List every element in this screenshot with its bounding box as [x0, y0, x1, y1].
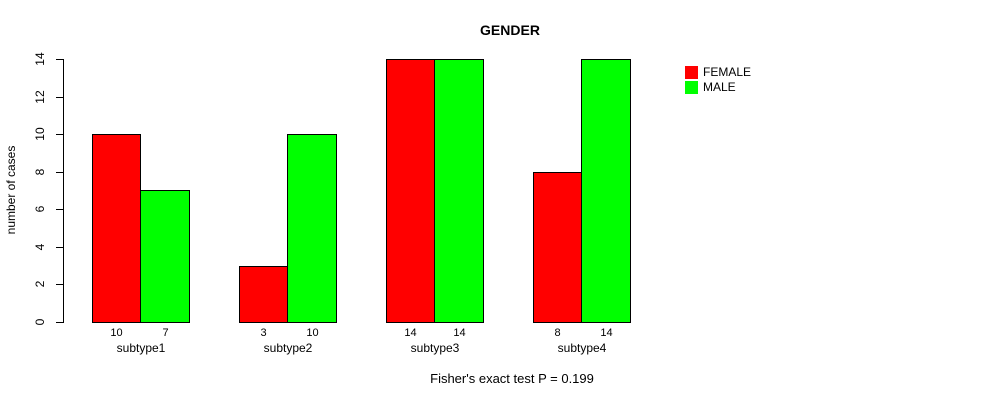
y-tick: [56, 172, 63, 173]
y-tick: [56, 284, 63, 285]
x-category-label-subtype2: subtype2: [263, 341, 313, 355]
legend: FEMALE MALE: [685, 66, 751, 96]
bar-value-label-male-subtype4: 14: [600, 327, 613, 339]
bar-female-subtype3: [386, 59, 435, 323]
x-category-label-subtype1: subtype1: [116, 341, 166, 355]
y-tick: [56, 59, 63, 60]
y-tick: [56, 134, 63, 135]
y-tick-label: 4: [33, 243, 47, 251]
chart-title: GENDER: [480, 22, 540, 38]
y-tick: [56, 247, 63, 248]
y-tick-label: 0: [33, 318, 47, 326]
bar-value-label-female-subtype3: 14: [404, 327, 417, 339]
bar-value-label-male-subtype1: 7: [162, 327, 169, 339]
footnote-fisher-test: Fisher's exact test P = 0.199: [430, 371, 594, 386]
bar-male-subtype3: [434, 59, 484, 323]
bar-female-subtype1: [92, 134, 141, 323]
y-tick-label: 8: [33, 168, 47, 176]
bar-value-label-male-subtype3: 14: [453, 327, 466, 339]
bar-male-subtype4: [581, 59, 631, 323]
female-swatch: [685, 66, 698, 79]
y-tick-label: 12: [33, 90, 47, 104]
y-tick: [56, 97, 63, 98]
bar-female-subtype2: [239, 266, 288, 323]
legend-label-male: MALE: [703, 80, 736, 94]
y-tick: [56, 322, 63, 323]
male-swatch: [685, 81, 698, 94]
y-tick-label: 6: [33, 205, 47, 213]
x-category-label-subtype4: subtype4: [557, 341, 607, 355]
y-tick-label: 10: [33, 127, 47, 141]
bar-value-label-female-subtype2: 3: [260, 327, 267, 339]
legend-item-female: FEMALE: [685, 66, 751, 79]
legend-item-male: MALE: [685, 81, 751, 94]
y-axis-line: [63, 59, 64, 323]
bar-male-subtype2: [287, 134, 337, 323]
bar-female-subtype4: [533, 172, 582, 323]
x-category-label-subtype3: subtype3: [410, 341, 460, 355]
bar-value-label-female-subtype1: 10: [110, 327, 123, 339]
y-tick-label: 14: [33, 52, 47, 66]
bar-value-label-female-subtype4: 8: [554, 327, 561, 339]
bar-value-label-male-subtype2: 10: [306, 327, 319, 339]
legend-label-female: FEMALE: [703, 65, 752, 79]
bar-male-subtype1: [140, 190, 190, 323]
y-tick-label: 2: [33, 280, 47, 288]
y-axis-label: number of cases: [4, 145, 18, 235]
y-tick: [56, 209, 63, 210]
